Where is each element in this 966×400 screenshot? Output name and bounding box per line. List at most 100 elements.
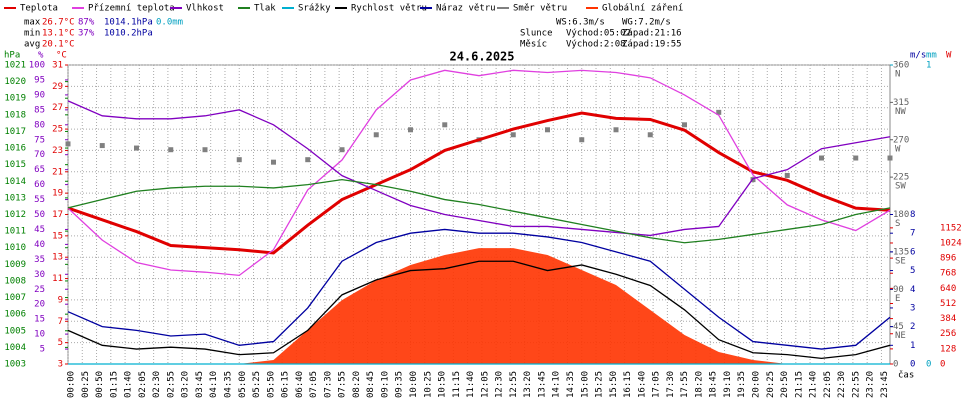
y-tick-label: 30 xyxy=(34,270,45,280)
y-tick-label: 180 xyxy=(893,210,909,220)
y-tick-label: 13 xyxy=(52,253,63,263)
point xyxy=(545,127,550,133)
stat-text: 26.7°C xyxy=(42,18,75,28)
y-tick-label: 17 xyxy=(52,210,63,220)
y-tick-label: 1019 xyxy=(4,94,26,104)
point xyxy=(134,145,139,151)
y-tick-label: 384 xyxy=(940,314,956,324)
point xyxy=(784,172,790,178)
x-tick-label: 09:10 xyxy=(380,371,390,398)
x-tick-label: 22:30 xyxy=(837,371,847,398)
x-tick-label: 15:50 xyxy=(609,371,619,398)
y-tick-label: 0 xyxy=(926,360,931,370)
y-tick-label: 75 xyxy=(34,135,45,145)
y-tick-label: 35 xyxy=(34,255,45,265)
y-tick-label: 0 xyxy=(940,360,945,370)
x-tick-label: 13:45 xyxy=(537,371,547,398)
y-tick-label: 25 xyxy=(52,125,63,135)
y-tick-label: 70 xyxy=(34,150,45,160)
info-text: Východ:05:02 xyxy=(566,29,631,39)
x-tick-label: 17:30 xyxy=(666,371,676,398)
y-tick-label: 90 xyxy=(34,90,45,100)
y-tick-label: 50 xyxy=(34,210,45,220)
y-tick-label: 5 xyxy=(910,266,915,276)
axis-unit: mm xyxy=(926,51,937,61)
y-tick-label: 256 xyxy=(940,329,956,339)
x-tick-label: 06:15 xyxy=(281,371,291,398)
info-text: WS:6.3m/s xyxy=(556,18,605,28)
y-tick-label: 1008 xyxy=(4,276,26,286)
y-tick-label: 1014 xyxy=(4,177,26,187)
legend-label: Přízemní teplota xyxy=(88,4,175,14)
legend-label: Globální záření xyxy=(602,4,683,14)
info-text: WG:7.2m/s xyxy=(622,18,671,28)
compass-label: S xyxy=(895,219,900,229)
point xyxy=(887,155,893,161)
y-tick-label: 1004 xyxy=(4,343,26,353)
stat-text: avg xyxy=(24,40,40,50)
x-tick-label: 22:55 xyxy=(851,371,861,398)
line xyxy=(67,228,891,350)
info-text: Západ:19:55 xyxy=(622,40,682,50)
x-tick-label: 08:20 xyxy=(352,371,362,398)
stat-text: 1010.2hPa xyxy=(104,29,153,39)
info-text: Měsíc xyxy=(520,40,547,50)
point xyxy=(579,137,585,143)
x-tick-label: 20:00 xyxy=(752,371,762,398)
x-tick-label: 18:20 xyxy=(694,371,704,398)
info-text: Východ:2:08 xyxy=(566,40,626,50)
y-tick-label: 1021 xyxy=(4,61,26,71)
area xyxy=(68,248,890,364)
y-tick-label: 1007 xyxy=(4,293,26,303)
x-tick-label: 03:20 xyxy=(181,371,191,398)
point xyxy=(373,132,379,138)
y-tick-label: 1 xyxy=(910,341,915,351)
y-tick-label: 1020 xyxy=(4,77,26,87)
x-tick-label: 19:35 xyxy=(737,371,747,398)
y-tick-label: 23 xyxy=(52,146,63,156)
x-tick-label: 07:30 xyxy=(323,371,333,398)
y-tick-label: 640 xyxy=(940,284,956,294)
compass-label: W xyxy=(895,144,901,154)
point xyxy=(853,155,859,161)
x-tick-label: 08:45 xyxy=(366,371,376,398)
compass-label: NW xyxy=(895,107,906,117)
stat-text: 37% xyxy=(78,29,95,39)
y-tick-label: 1011 xyxy=(4,227,26,237)
compass-label: SW xyxy=(895,182,906,192)
x-tick-label: 14:10 xyxy=(552,371,562,398)
y-tick-label: 1018 xyxy=(4,110,26,120)
y-tick-label: 5 xyxy=(58,338,63,348)
point xyxy=(202,147,208,153)
y-tick-label: 3 xyxy=(58,360,63,370)
x-tick-label: 12:30 xyxy=(495,371,505,398)
y-tick-label: 135 xyxy=(893,247,909,257)
x-tick-label: 10:50 xyxy=(438,371,448,398)
stat-text: 0.0mm xyxy=(156,18,183,28)
x-tick-label: 09:35 xyxy=(395,371,405,398)
stat-text: max xyxy=(24,18,41,28)
x-tick-label: 15:25 xyxy=(595,371,605,398)
point xyxy=(510,132,516,138)
x-tick-label: 23:45 xyxy=(880,371,890,398)
x-axis-label: čas xyxy=(898,370,914,381)
legend-label: Tlak xyxy=(254,4,276,14)
point xyxy=(99,143,105,149)
y-tick-label: 4 xyxy=(910,285,915,295)
x-tick-label: 05:00 xyxy=(238,371,248,398)
stat-text: 13.1°C xyxy=(42,29,75,39)
point xyxy=(65,141,71,147)
line xyxy=(67,111,891,255)
y-tick-label: 1003 xyxy=(4,360,26,370)
x-tick-label: 04:35 xyxy=(223,371,233,398)
legend-label: Srážky xyxy=(298,4,331,14)
compass-label: N xyxy=(895,70,900,80)
point xyxy=(442,122,448,128)
line xyxy=(67,178,891,244)
x-tick-label: 12:55 xyxy=(509,371,519,398)
y-tick-label: 45 xyxy=(34,225,45,235)
point xyxy=(408,127,413,133)
compass-label: E xyxy=(895,294,900,304)
y-tick-label: 7 xyxy=(910,229,915,239)
x-tick-label: 05:50 xyxy=(266,371,276,398)
